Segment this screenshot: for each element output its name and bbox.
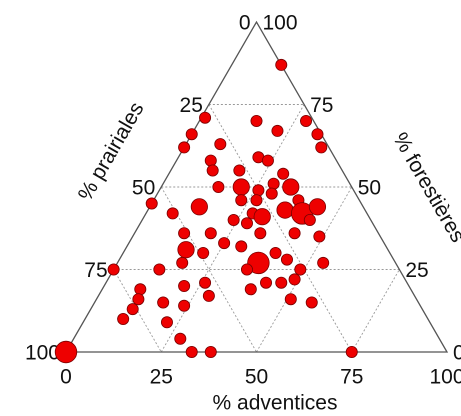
- data-point: [204, 227, 217, 240]
- data-point: [271, 124, 284, 137]
- data-point: [282, 178, 300, 196]
- data-point: [174, 332, 187, 345]
- data-point: [311, 128, 324, 141]
- data-point: [178, 141, 191, 154]
- data-point: [214, 138, 227, 151]
- data-point: [275, 58, 288, 71]
- data-point: [252, 184, 265, 197]
- data-point: [260, 276, 273, 289]
- data-point: [185, 128, 198, 141]
- data-point: [317, 256, 330, 269]
- data-point: [240, 263, 253, 276]
- data-point: [134, 283, 147, 296]
- data-point: [288, 273, 301, 286]
- data-point: [204, 154, 217, 167]
- data-point: [190, 198, 208, 216]
- data-point: [206, 164, 219, 177]
- data-point: [107, 263, 120, 276]
- data-point: [233, 164, 246, 177]
- data-point: [254, 227, 267, 240]
- data-point: [305, 296, 318, 309]
- data-point: [253, 208, 271, 226]
- data-point: [265, 187, 278, 200]
- data-point: [277, 167, 290, 180]
- data-point: [232, 178, 250, 196]
- data-point: [235, 194, 248, 207]
- data-point: [199, 111, 212, 124]
- data-point: [153, 263, 166, 276]
- data-point: [261, 154, 274, 167]
- data-point: [288, 227, 301, 240]
- data-point: [199, 276, 212, 289]
- data-point: [294, 263, 307, 276]
- data-point: [240, 217, 253, 230]
- data-point: [275, 276, 288, 289]
- left-tick-label: 75: [84, 259, 107, 282]
- data-point: [177, 241, 195, 259]
- data-point: [54, 340, 78, 364]
- data-point: [178, 279, 191, 292]
- right-tick-label: 75: [310, 94, 333, 117]
- data-point: [315, 141, 328, 154]
- data-point: [178, 227, 191, 240]
- data-point: [202, 289, 215, 302]
- data-point: [235, 240, 248, 253]
- data-point: [276, 201, 294, 219]
- data-point: [345, 345, 358, 358]
- data-point: [313, 230, 326, 243]
- data-point: [178, 299, 191, 312]
- right-axis-title: % forestières: [388, 129, 461, 247]
- bottom-tick-label: 0: [60, 366, 72, 389]
- data-point: [247, 251, 270, 275]
- data-point: [166, 207, 179, 220]
- bottom-tick-label: 75: [340, 366, 363, 389]
- data-point: [284, 293, 297, 306]
- data-point: [250, 194, 263, 207]
- data-point: [126, 303, 139, 316]
- data-point: [132, 293, 145, 306]
- data-point: [269, 246, 282, 259]
- left-tick-label: 100: [25, 342, 60, 365]
- triangle-frame: [64, 20, 449, 353]
- data-point: [212, 180, 225, 193]
- data-point: [185, 345, 198, 358]
- left-tick-label: 0: [239, 12, 251, 35]
- left-tick-label: 50: [132, 177, 155, 200]
- data-point: [218, 237, 231, 250]
- left-tick-label: 25: [180, 94, 203, 117]
- data-point: [308, 198, 327, 216]
- data-point: [197, 246, 210, 259]
- data-point: [280, 253, 293, 266]
- right-tick-label: 0: [453, 342, 461, 365]
- data-point: [250, 115, 263, 128]
- data-point: [244, 283, 257, 296]
- data-point: [176, 256, 189, 269]
- right-tick-label: 50: [358, 177, 381, 200]
- right-tick-label: 25: [405, 259, 428, 282]
- data-point: [145, 197, 158, 210]
- bottom-tick-label: 100: [429, 366, 461, 389]
- data-point: [160, 316, 173, 329]
- bottom-tick-label: 25: [150, 366, 173, 389]
- data-point: [204, 345, 217, 358]
- grid-line: [208, 104, 353, 353]
- data-point: [267, 177, 280, 190]
- bottom-axis-title: % adventices: [213, 392, 338, 415]
- data-point: [227, 213, 240, 226]
- grid-line: [351, 269, 400, 353]
- data-point: [300, 115, 313, 128]
- bottom-tick-label: 50: [245, 366, 268, 389]
- data-point: [117, 312, 130, 325]
- data-point: [157, 296, 170, 309]
- right-tick-label: 100: [263, 12, 298, 35]
- data-point: [303, 213, 316, 226]
